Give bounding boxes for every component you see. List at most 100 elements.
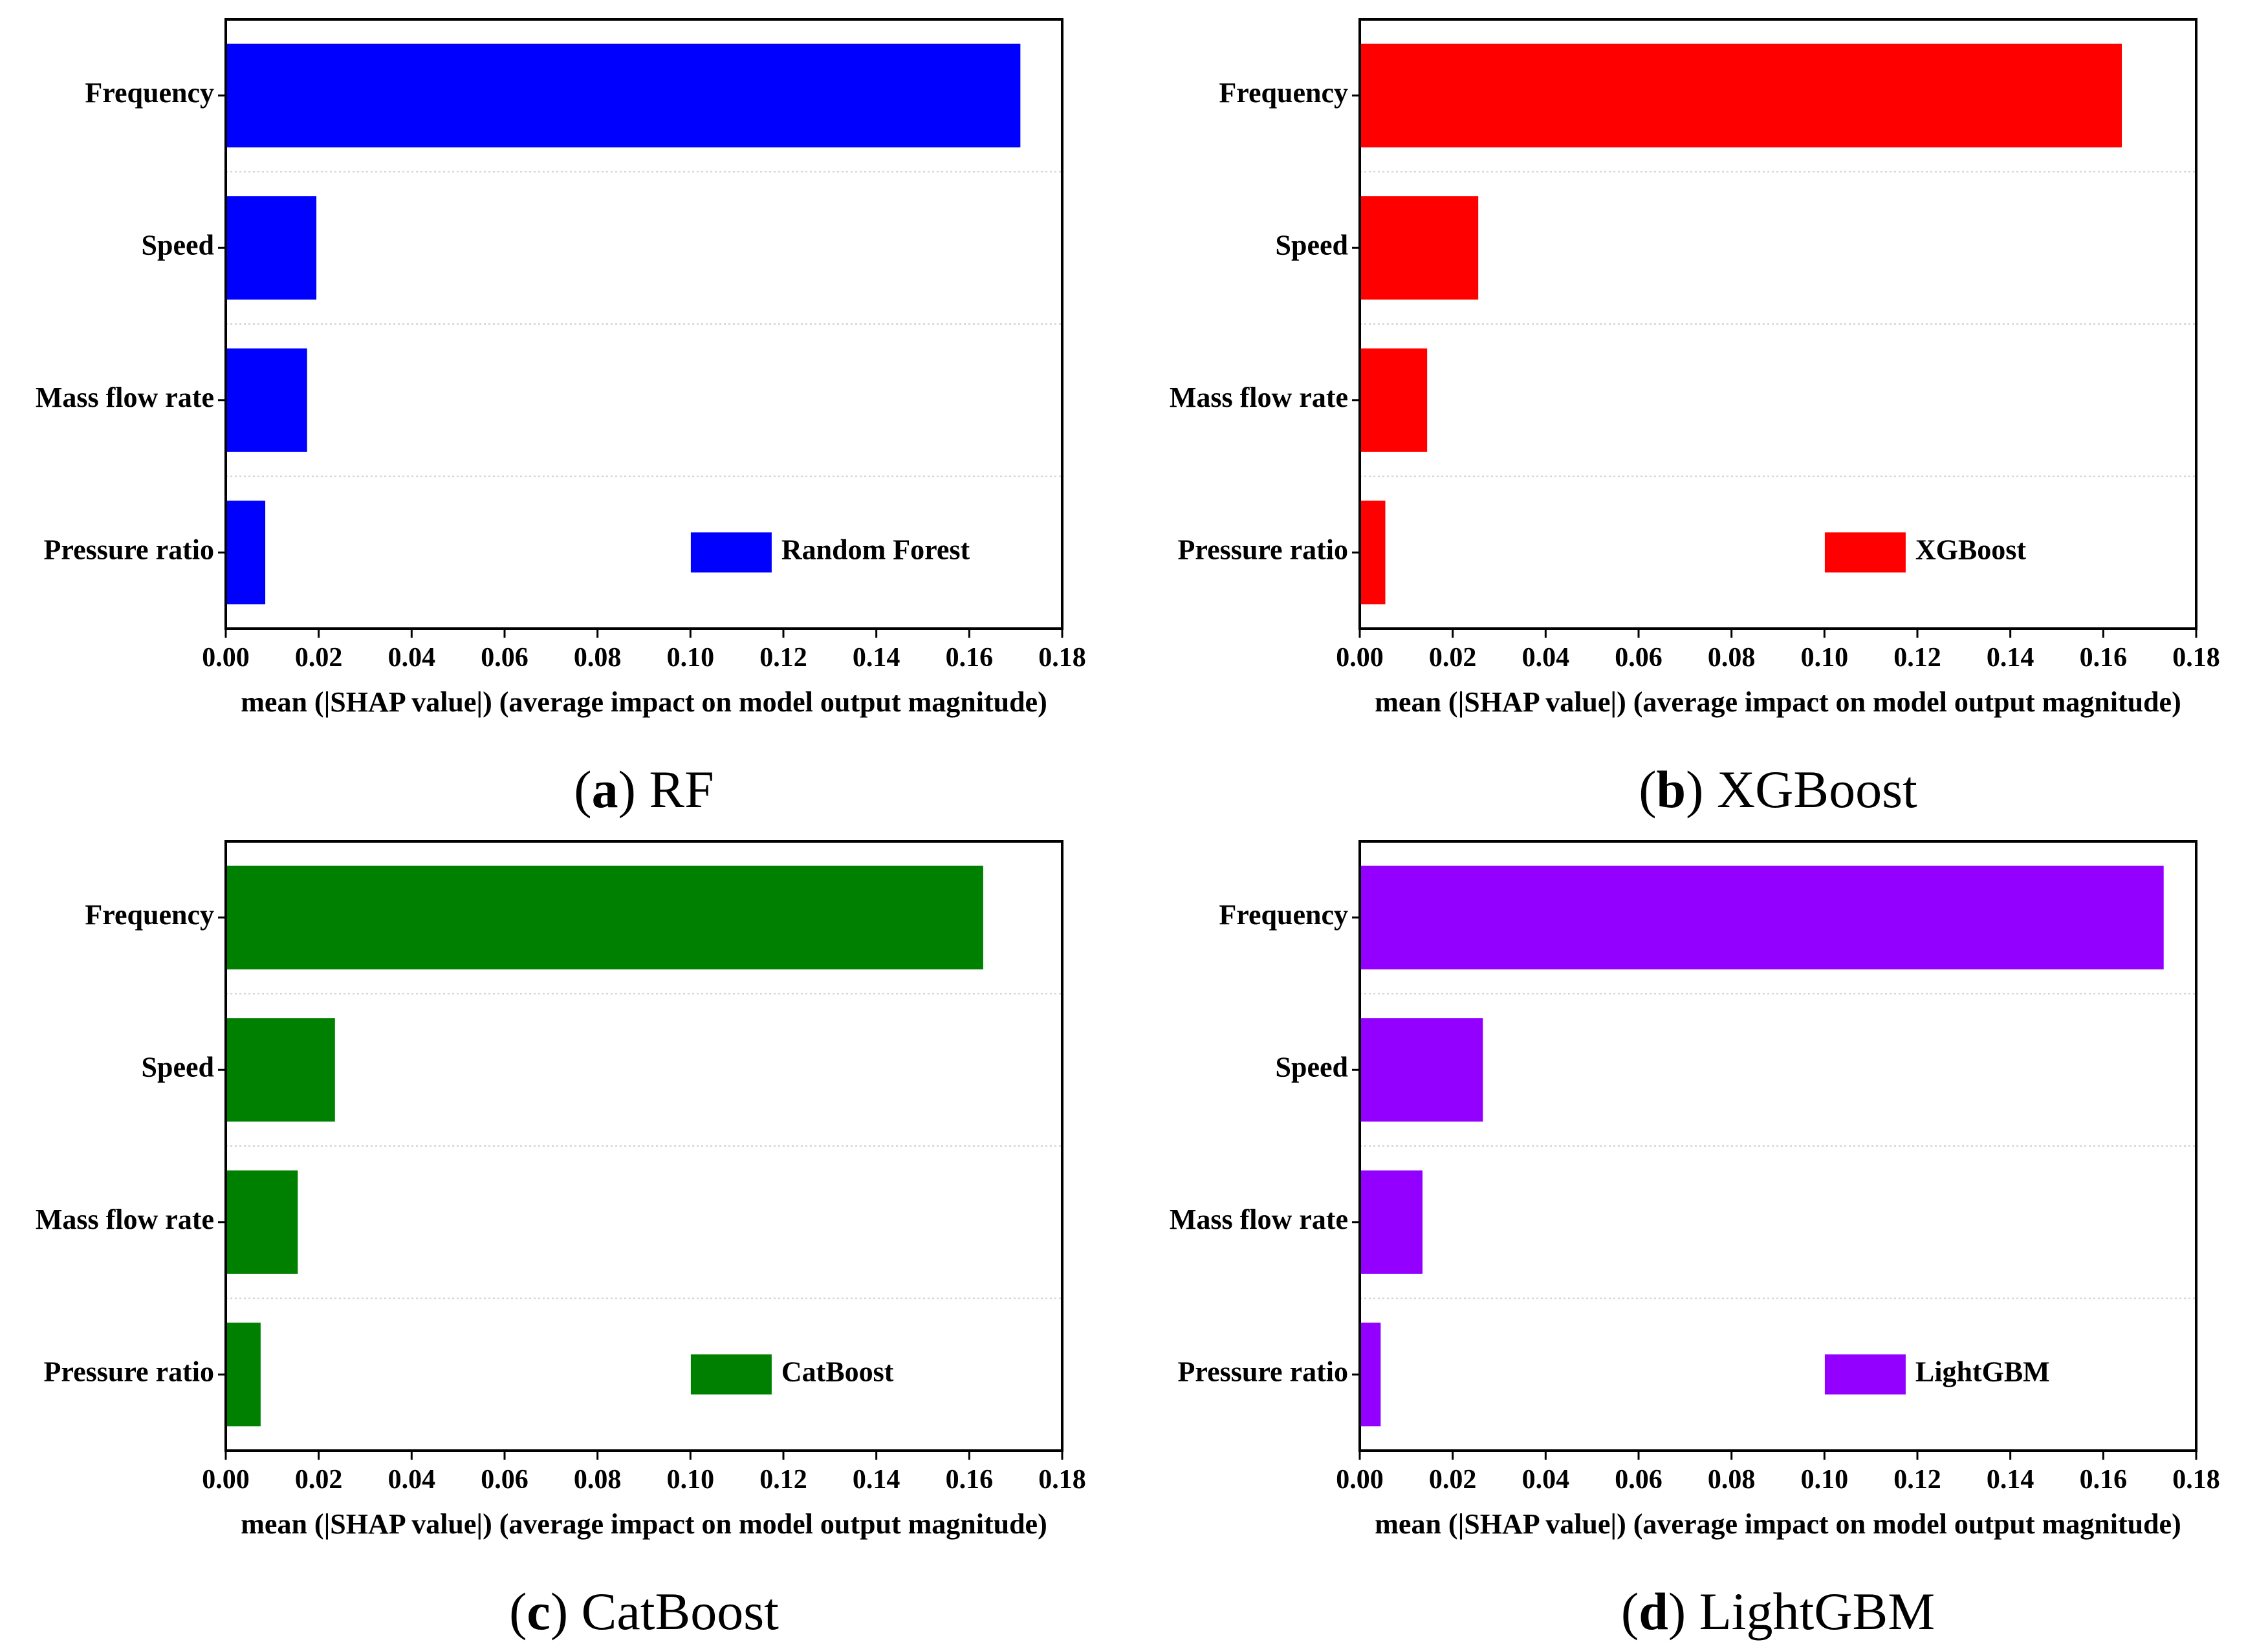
x-tick-label: 0.18 (1038, 1465, 1086, 1495)
x-tick-label: 0.02 (1429, 643, 1477, 673)
bar-frequency (1360, 865, 2164, 969)
category-label: Speed (1276, 1051, 1348, 1083)
x-tick-label: 0.08 (574, 1465, 622, 1495)
x-tick-label: 0.00 (1336, 643, 1384, 673)
x-tick-label: 0.16 (946, 1465, 994, 1495)
category-label: Mass flow rate (1170, 1204, 1348, 1235)
category-label: Frequency (85, 77, 214, 109)
x-tick-label: 0.02 (1429, 1465, 1477, 1495)
x-axis-label: mean (|SHAP value|) (average impact on m… (1375, 686, 2181, 718)
x-tick-label: 0.00 (1336, 1465, 1384, 1495)
bar-mass-flow-rate (226, 348, 307, 452)
panel-caption: (b) XGBoost (1639, 760, 1917, 819)
plot-frame (224, 840, 1063, 1452)
x-tick-label: 0.14 (1987, 1465, 2034, 1495)
x-tick-label: 0.02 (295, 1465, 343, 1495)
caption-letter: b (1657, 760, 1686, 819)
caption-close-paren: ) (1686, 760, 1717, 819)
plot-frame (1358, 18, 2197, 630)
x-axis-label: mean (|SHAP value|) (average impact on m… (1375, 1508, 2181, 1540)
x-tick-label: 0.10 (1801, 643, 1849, 673)
x-tick-label: 0.04 (388, 1465, 436, 1495)
x-tick-label: 0.16 (946, 643, 994, 673)
caption-text: LightGBM (1699, 1582, 1935, 1641)
caption-open-paren: ( (509, 1582, 527, 1641)
category-label: Mass flow rate (36, 382, 214, 413)
category-label: Speed (1276, 229, 1348, 261)
chart-panel-c: Frequency Speed Mass flow rate Pressure rat… (36, 840, 1086, 1641)
caption-open-paren: ( (1621, 1582, 1639, 1641)
caption-close-paren: ) (1668, 1582, 1699, 1641)
caption-close-paren: ) (618, 760, 649, 819)
x-axis-label: mean (|SHAP value|) (average impact on m… (241, 1508, 1047, 1540)
category-label: Pressure ratio (43, 1356, 214, 1387)
category-label: Speed (142, 229, 214, 261)
x-tick-label: 0.18 (1038, 643, 1086, 673)
caption-text: RF (649, 760, 714, 819)
bar-pressure-ratio (226, 501, 266, 605)
category-label: Speed (142, 1051, 214, 1083)
x-tick-label: 0.18 (2172, 1465, 2220, 1495)
category-label: Pressure ratio (43, 534, 214, 565)
bar-speed (226, 1018, 335, 1122)
x-tick-label: 0.12 (1893, 1465, 1941, 1495)
legend-swatch (1824, 532, 1906, 573)
panel-caption: (a) RF (574, 760, 714, 819)
legend-label: XGBoost (1915, 534, 2026, 565)
x-tick-label: 0.14 (853, 643, 900, 673)
x-tick-label: 0.08 (1708, 643, 1756, 673)
caption-close-paren: ) (551, 1582, 582, 1641)
caption-text: CatBoost (582, 1582, 779, 1641)
chart-panel-d: Frequency Speed Mass flow rate Pressure rat… (1170, 840, 2220, 1641)
x-tick-label: 0.04 (1522, 643, 1570, 673)
x-tick-label: 0.06 (1615, 1465, 1663, 1495)
plot-frame (1358, 840, 2197, 1452)
bar-speed (226, 196, 317, 300)
x-tick-label: 0.06 (481, 643, 529, 673)
bar-speed (1360, 196, 1479, 300)
chart-panel-b: Frequency Speed Mass flow rate Pressure rat… (1170, 18, 2220, 819)
category-label: Frequency (85, 899, 214, 931)
bar-pressure-ratio (1360, 501, 1386, 605)
panel-caption: (c) CatBoost (509, 1582, 779, 1641)
x-tick-label: 0.12 (759, 643, 807, 673)
x-tick-label: 0.10 (667, 643, 715, 673)
bar-pressure-ratio (1360, 1323, 1381, 1427)
x-tick-label: 0.14 (1987, 643, 2034, 673)
x-tick-label: 0.12 (1893, 643, 1941, 673)
panel-caption: (d) LightGBM (1621, 1582, 1935, 1641)
bar-frequency (1360, 43, 2122, 147)
category-label: Pressure ratio (1177, 1356, 1348, 1387)
caption-letter: a (592, 760, 618, 819)
caption-open-paren: ( (1639, 760, 1656, 819)
caption-letter: c (527, 1582, 550, 1641)
x-tick-label: 0.06 (481, 1465, 529, 1495)
x-tick-label: 0.10 (1801, 1465, 1849, 1495)
bar-mass-flow-rate (226, 1170, 298, 1274)
x-tick-label: 0.02 (295, 643, 343, 673)
caption-letter: d (1639, 1582, 1668, 1641)
legend-label: CatBoost (781, 1356, 894, 1387)
x-tick-label: 0.08 (1708, 1465, 1756, 1495)
x-tick-label: 0.08 (574, 643, 622, 673)
x-tick-label: 0.00 (202, 1465, 250, 1495)
x-tick-label: 0.10 (667, 1465, 715, 1495)
bar-mass-flow-rate (1360, 1170, 1423, 1274)
category-label: Mass flow rate (36, 1204, 214, 1235)
x-tick-label: 0.16 (2080, 643, 2128, 673)
x-axis-label: mean (|SHAP value|) (average impact on m… (241, 686, 1047, 718)
bar-pressure-ratio (226, 1323, 261, 1427)
legend-label: LightGBM (1915, 1356, 2050, 1387)
caption-open-paren: ( (574, 760, 591, 819)
bar-mass-flow-rate (1360, 348, 1428, 452)
plot-frame (224, 18, 1063, 630)
x-tick-label: 0.18 (2172, 643, 2220, 673)
bar-frequency (226, 865, 983, 969)
category-label: Mass flow rate (1170, 382, 1348, 413)
bar-speed (1360, 1018, 1483, 1122)
category-label: Pressure ratio (1177, 534, 1348, 565)
x-tick-label: 0.00 (202, 643, 250, 673)
x-tick-label: 0.04 (388, 643, 436, 673)
legend-swatch (1824, 1354, 1906, 1395)
legend-swatch (690, 532, 772, 573)
